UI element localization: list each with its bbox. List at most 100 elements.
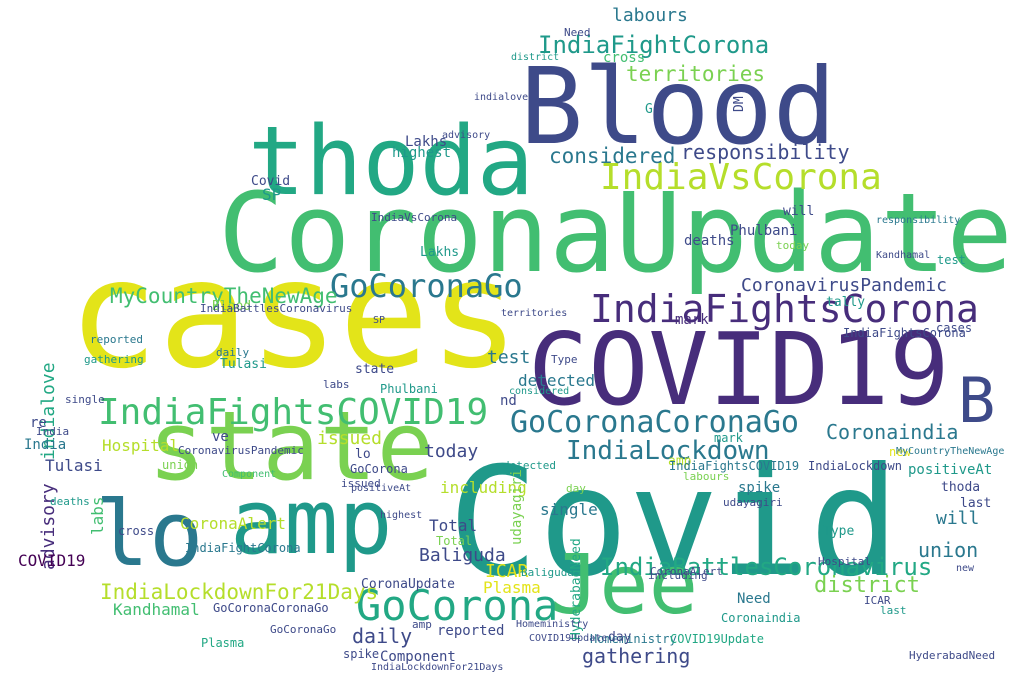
word-responsibility: responsibility: [876, 215, 961, 226]
word-coronaviruspandemic: CoronavirusPandemic: [741, 275, 947, 296]
word-amp: amp: [230, 470, 393, 575]
word-kandhamal: Kandhamal: [876, 250, 931, 261]
word-indiafightcorona: IndiaFightCorona: [185, 541, 301, 555]
word-new: new: [889, 445, 911, 459]
word-reported: reported: [90, 333, 143, 346]
word-tulasi: Tulasi: [45, 456, 103, 475]
word-coronaupdate: CoronaUpdate: [361, 577, 455, 592]
word-cross: cross: [118, 524, 155, 538]
word-covid19: COVID19: [528, 311, 950, 428]
word-india: India: [36, 425, 70, 438]
word-positiveat: positiveAt: [351, 483, 412, 494]
word-labours: labours: [612, 5, 688, 26]
word-indialove: indialove: [474, 92, 529, 103]
word-tulasi: Tulasi: [220, 357, 267, 372]
word-lo: lo: [95, 482, 204, 587]
word-baliguda: Baliguda: [521, 566, 574, 579]
word-phulbani: Phulbani: [380, 382, 438, 396]
word-tally: tally: [826, 295, 866, 310]
word-gocoronago: GoCoronaGo: [330, 267, 523, 305]
word-sp: SP: [262, 185, 282, 204]
word-homeministry: Homeministry: [590, 632, 677, 646]
word-territories: territories: [626, 62, 766, 86]
word-indiafightcorona: IndiaFightCorona: [538, 31, 770, 59]
word-mycountrythenewage: MyCountryTheNewAge: [896, 446, 1005, 457]
word-issued: issued: [317, 428, 383, 449]
word-coronaalert: CoronaAlert: [180, 514, 286, 533]
word-today: today: [424, 441, 479, 462]
word-last: last: [960, 496, 992, 511]
word-indiabattlescoronavirus: IndiaBattlesCoronavirus: [600, 553, 933, 581]
word-total: Total: [429, 516, 478, 535]
word-type: Type: [551, 353, 578, 366]
word-mark: mark: [675, 312, 709, 328]
word-labours: labours: [683, 470, 730, 483]
word-union: union: [918, 538, 979, 562]
word-cross: cross: [603, 50, 646, 66]
word-coronaindia: Coronaindia: [826, 420, 959, 444]
word-cases: cases: [68, 228, 520, 402]
word-plasma: Plasma: [483, 578, 541, 597]
word-gocoronacoronago: GoCoronaCoronaGo: [213, 601, 329, 615]
word-g: G: [645, 102, 653, 117]
word-gocoronago: GoCoronaGo: [270, 623, 337, 636]
word-reported: reported: [437, 623, 505, 639]
word-gathering: gathering: [84, 353, 144, 366]
word-new: new: [956, 563, 975, 574]
word-udayagiri: udayagiri: [723, 496, 783, 509]
word-amp: amp: [412, 618, 432, 631]
word-indiafightscorona: IndiaFightsCorona: [843, 326, 966, 340]
word-day: day: [608, 630, 632, 645]
word-hyderabadneed: HyderabadNeed: [909, 649, 996, 662]
word-indiafightscovid19: IndiaFightsCOVID19: [669, 459, 800, 473]
word-highest: highest: [380, 510, 423, 521]
word-india: India: [24, 437, 67, 453]
word-will: will: [783, 204, 815, 219]
word-highest: highest: [392, 145, 452, 161]
word-district: district: [511, 52, 560, 63]
word-spike: spike: [738, 480, 781, 496]
word-re: re: [30, 415, 47, 431]
word-district: district: [814, 573, 920, 598]
word-including: including: [440, 478, 527, 497]
word-covid19: COVID19: [18, 551, 86, 570]
word-lakhs: Lakhs: [420, 245, 460, 260]
word-phulbani: Phulbani: [730, 223, 798, 239]
word-lo: lo: [355, 447, 371, 462]
word-thoda: thoda: [941, 480, 981, 495]
word-need: Need: [737, 591, 771, 607]
word-territories: territories: [501, 308, 568, 319]
word-advisory: advisory: [442, 130, 491, 141]
word-including: including: [648, 569, 708, 582]
word-jee: Jee: [550, 538, 699, 633]
word-last: last: [880, 604, 907, 617]
word-type: Type: [823, 524, 855, 539]
word-covid: Covid: [448, 436, 900, 610]
word-hospital: Hospital: [102, 436, 180, 455]
word-single: single: [540, 500, 598, 519]
word-covid: Covid: [251, 174, 291, 189]
word-detected: detected: [518, 371, 596, 390]
word-coronaindia: Coronaindia: [721, 611, 801, 625]
word-gathering: gathering: [582, 644, 691, 668]
word-state: state: [355, 362, 395, 377]
word-daily: daily: [216, 346, 250, 359]
word-covid19update: COVID19Update: [670, 632, 764, 646]
word-considered: considered: [509, 386, 570, 397]
word-b: B: [958, 364, 996, 437]
word-mycountrythenewage: MyCountryTheNewAge: [110, 284, 338, 308]
word-indiavscorona: IndiaVsCorona: [600, 157, 882, 198]
word-dm: DM: [732, 96, 747, 112]
word-total: Total: [436, 534, 473, 548]
word-indiafightscorona: IndiaFightsCorona: [590, 287, 979, 331]
word-coronaviruspandemic: CoronavirusPandemic: [178, 444, 304, 457]
word-baliguda: Baliguda: [419, 545, 506, 566]
word-covid19update: COVID19Update: [529, 633, 608, 644]
word-gocoronacoronago: GoCoronaCoronaGo: [510, 405, 799, 440]
word-coronaupdate: CoronaUpdate: [218, 169, 1013, 297]
word-blood: Blood: [212, 299, 252, 314]
word-day: day: [566, 482, 586, 495]
word-test: test: [937, 253, 966, 267]
word-labs: labs: [323, 378, 350, 391]
word-will: will: [936, 508, 980, 529]
